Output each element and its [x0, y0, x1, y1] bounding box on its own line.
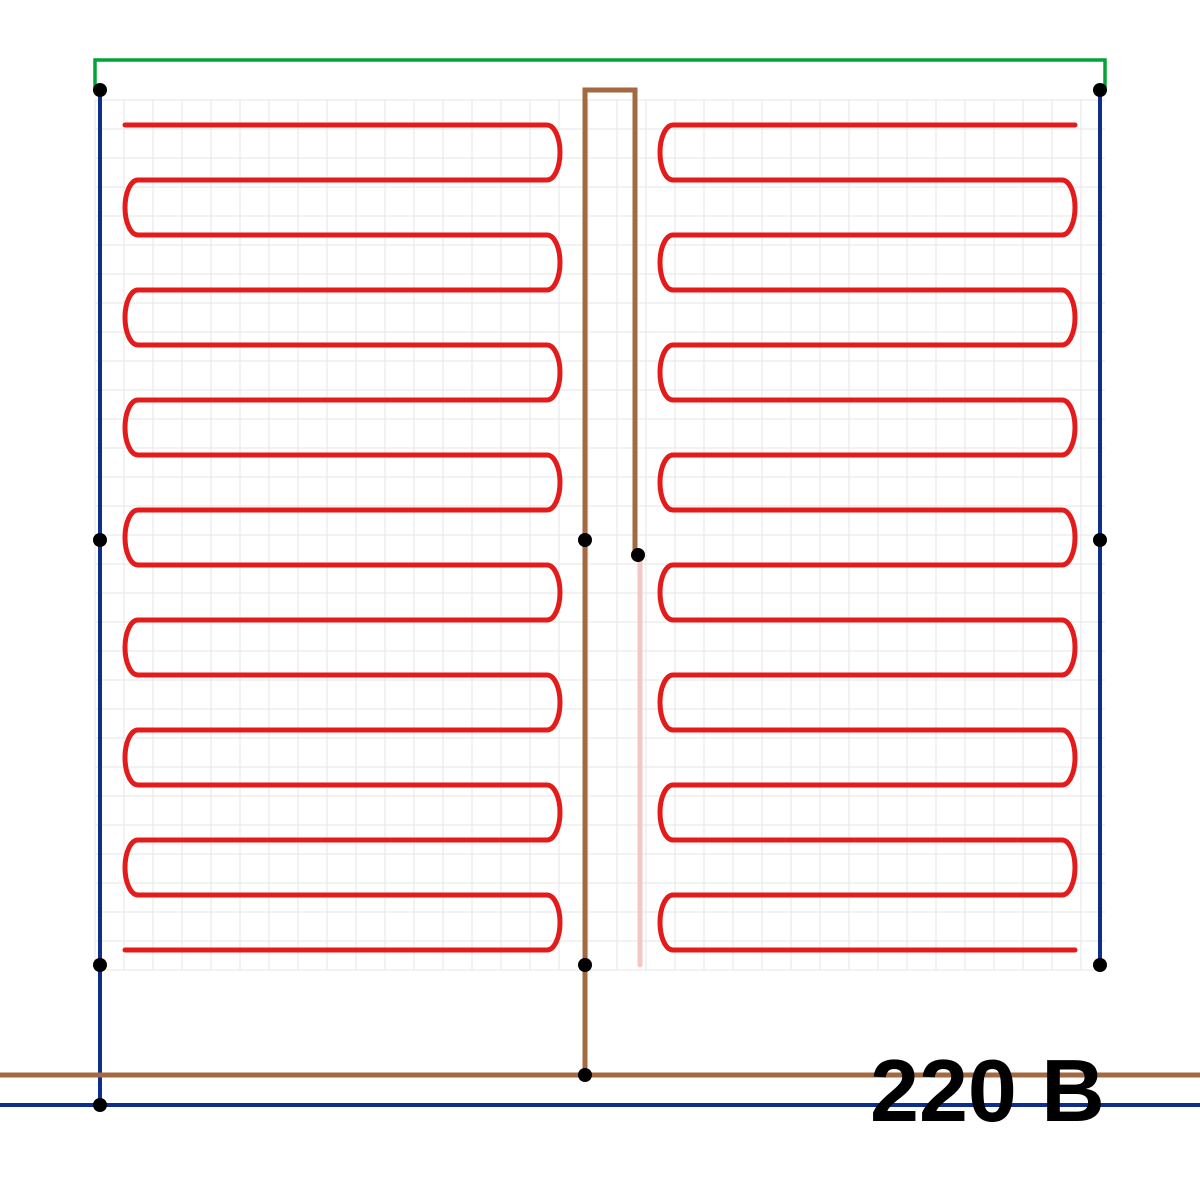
connection-node	[1093, 533, 1107, 547]
heating-coil-right	[660, 125, 1075, 950]
heating-mat-diagram	[0, 0, 1200, 1200]
connection-node	[578, 1068, 592, 1082]
connection-node	[1093, 958, 1107, 972]
connection-node	[93, 533, 107, 547]
connection-node	[631, 548, 645, 562]
connection-node	[1093, 83, 1107, 97]
connection-node	[93, 1098, 107, 1112]
connection-node	[93, 83, 107, 97]
heating-coil-left	[125, 125, 560, 950]
voltage-label: 220 В	[870, 1040, 1105, 1142]
brown-hook	[585, 90, 635, 550]
connection-node	[578, 533, 592, 547]
connection-node	[93, 958, 107, 972]
connection-node	[578, 958, 592, 972]
ground-wire	[95, 60, 1105, 90]
